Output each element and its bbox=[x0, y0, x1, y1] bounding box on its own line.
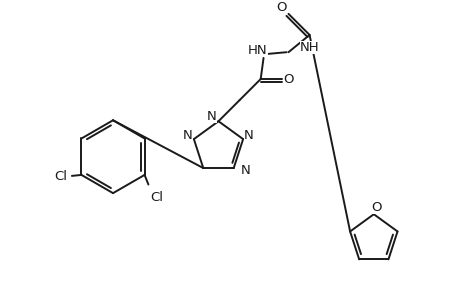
Text: N: N bbox=[207, 110, 216, 123]
Text: O: O bbox=[370, 201, 381, 214]
Text: O: O bbox=[276, 1, 286, 13]
Text: Cl: Cl bbox=[150, 191, 163, 204]
Text: O: O bbox=[283, 73, 293, 85]
Text: Cl: Cl bbox=[54, 170, 67, 183]
Text: N: N bbox=[243, 129, 253, 142]
Text: HN: HN bbox=[248, 44, 267, 57]
Text: NH: NH bbox=[299, 41, 319, 54]
Text: N: N bbox=[182, 129, 191, 142]
Text: N: N bbox=[240, 164, 250, 177]
